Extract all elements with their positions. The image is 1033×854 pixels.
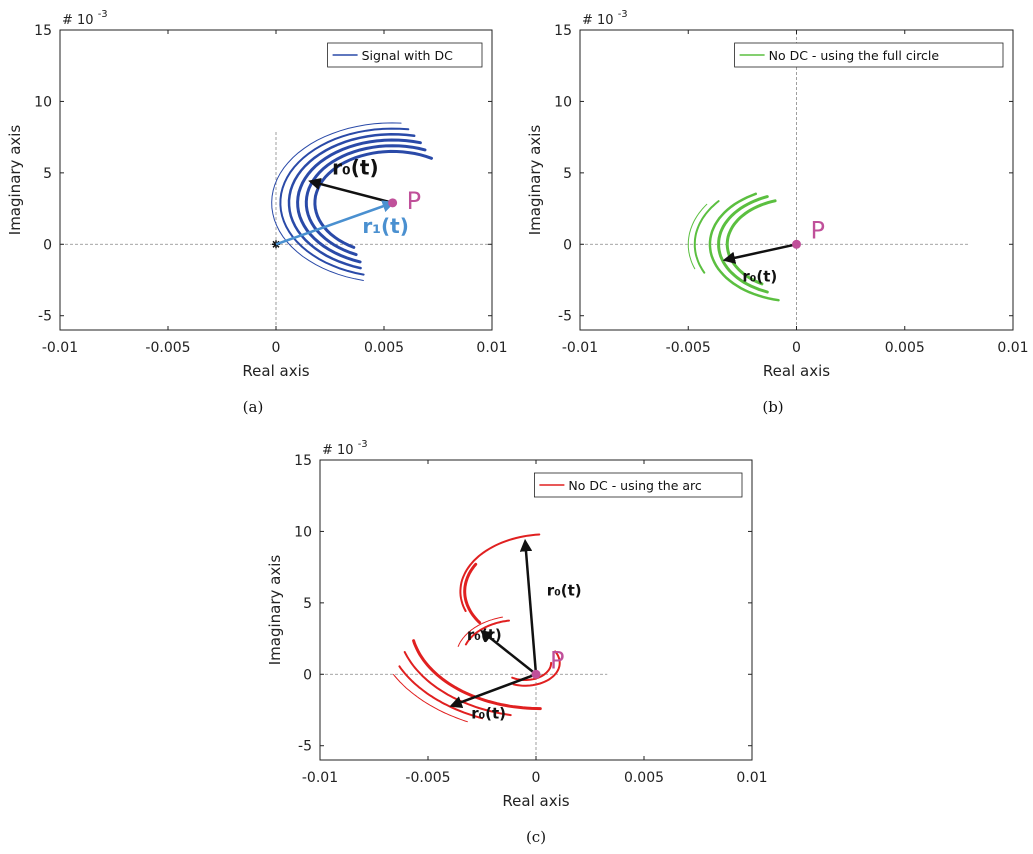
point-p-label: P (407, 187, 421, 215)
trajectory-arc (313, 149, 433, 249)
panel-caption: (b) (762, 398, 783, 416)
trajectory-arc (412, 639, 542, 711)
legend-label: No DC - using the full circle (769, 48, 940, 63)
axis-exponent-power: -3 (618, 9, 628, 20)
legend-box (327, 42, 483, 68)
point-p-marker (792, 239, 801, 249)
legend-label: No DC - using the arc (568, 478, 702, 493)
origin-marker (272, 240, 280, 249)
x-axis-label: Real axis (242, 362, 309, 380)
y-tick-label: 15 (554, 23, 572, 39)
panel-caption: (a) (243, 398, 264, 416)
x-tick-label: -0.01 (302, 770, 338, 786)
x-tick-label: 0.005 (885, 340, 925, 356)
trajectory-arc (287, 133, 416, 270)
axis-exponent-power: -3 (358, 439, 368, 450)
trajectory-arc (459, 533, 541, 612)
x-tick-label: 0.01 (736, 770, 767, 786)
y-axis-label: Imaginary axis (526, 125, 544, 236)
x-tick-label: 0 (272, 340, 281, 356)
chart-panel-b: -0.01 -0.005 0 0.005 0.01 -5 0 5 10 15 # 10 -3 Real… (526, 9, 1029, 416)
radius-arrow-label: r₀(t) (742, 267, 777, 285)
radius-arrow-label: r₀(t) (332, 155, 378, 179)
y-tick-label: 15 (34, 23, 52, 39)
radius-arrow (722, 243, 797, 264)
legend-box (734, 42, 1004, 68)
point-p-marker (531, 669, 541, 679)
radius-arrow-label: r₀(t) (467, 626, 502, 644)
trajectory-arc (279, 127, 410, 276)
y-tick-label: 0 (43, 237, 52, 253)
trajectory-arc (457, 616, 503, 647)
x-tick-label: 0.01 (476, 340, 507, 356)
y-tick-label: -5 (38, 309, 52, 325)
trajectory-arc (687, 203, 708, 270)
y-tick-label: 5 (563, 166, 572, 182)
axis-exponent-label: # 10 -3 (62, 9, 108, 28)
legend-box (534, 472, 743, 498)
y-tick-label: 10 (34, 94, 52, 110)
y-tick-label: 0 (303, 667, 312, 683)
panel-caption: (c) (526, 828, 546, 846)
trajectory-arc (717, 195, 769, 294)
axis-exponent-power: -3 (98, 9, 108, 20)
trajectory-arc (708, 192, 780, 302)
point-p-marker (388, 198, 398, 208)
trajectory-arc (393, 674, 468, 723)
y-tick-label: 5 (43, 166, 52, 182)
y-tick-label: 10 (554, 94, 572, 110)
y-axis-label: Imaginary axis (6, 125, 24, 236)
chart-panel-a: -0.01 -0.005 0 0.005 0.01 -5 0 5 10 15 # 10 -3 Real… (6, 9, 508, 416)
x-tick-label: 0 (532, 770, 541, 786)
chart-panel-c: -0.01 -0.005 0 0.005 0.01 -5 0 5 10 15 # 10 -3 Real… (266, 439, 768, 846)
trajectory-arc (693, 200, 720, 274)
trajectory-arc (403, 651, 512, 717)
trajectory-arc (725, 199, 777, 286)
legend-label: Signal with DC (362, 48, 453, 63)
y-tick-label: -5 (558, 309, 572, 325)
x-tick-label: -0.01 (562, 340, 598, 356)
radius-arrow (449, 673, 537, 709)
x-axis-label: Real axis (763, 362, 830, 380)
radius-arrow (275, 200, 395, 246)
x-tick-label: 0.01 (997, 340, 1028, 356)
y-axis-label: Imaginary axis (266, 555, 284, 666)
y-tick-label: 15 (294, 453, 312, 469)
x-tick-label: -0.005 (405, 770, 450, 786)
trajectory-arc (512, 650, 561, 687)
x-tick-label: 0 (792, 340, 801, 356)
y-tick-label: 5 (303, 596, 312, 612)
x-tick-label: -0.005 (145, 340, 190, 356)
radius-arrow (480, 629, 537, 676)
y-tick-label: -5 (298, 739, 312, 755)
radius-arrow-label: r₀(t) (547, 582, 582, 600)
axis-exponent-label: # 10 -3 (322, 439, 368, 458)
trajectory-arc (296, 138, 422, 264)
x-tick-label: -0.005 (666, 340, 711, 356)
x-tick-label: 0.005 (364, 340, 404, 356)
y-tick-label: 0 (563, 237, 572, 253)
point-p-label: P (811, 216, 825, 244)
radius-arrow-label: r₀(t) (471, 705, 506, 723)
point-p-label: P (550, 646, 564, 674)
trajectory-arc (398, 665, 484, 720)
trajectory-arc (464, 619, 510, 646)
x-tick-label: 0.005 (624, 770, 664, 786)
axis-exponent-label: # 10 -3 (582, 9, 628, 28)
y-tick-label: 10 (294, 524, 312, 540)
radius-arrow-label: r₁(t) (362, 214, 408, 238)
x-tick-label: -0.01 (42, 340, 78, 356)
trajectory-arc (271, 122, 402, 281)
radius-arrow (519, 538, 538, 675)
trajectory-arc (463, 562, 482, 625)
radius-arrow (308, 177, 393, 205)
x-axis-label: Real axis (502, 792, 569, 810)
